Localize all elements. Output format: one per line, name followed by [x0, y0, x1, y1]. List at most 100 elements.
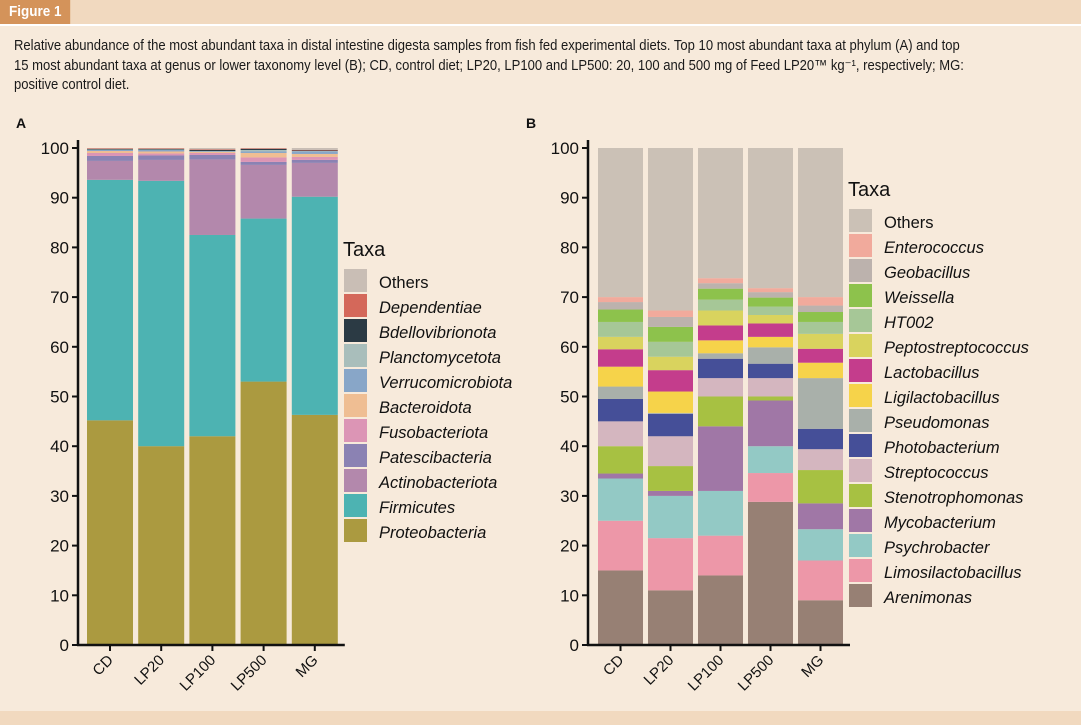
legend-label: Arenimonas	[883, 589, 972, 607]
bar-segment	[189, 234, 236, 437]
legend-swatch	[344, 319, 367, 342]
bar-segment	[748, 297, 793, 307]
bar-segment	[240, 149, 287, 152]
bar-segment	[598, 478, 643, 521]
legend-swatch	[344, 294, 367, 317]
bar-segment	[798, 362, 843, 379]
bar-segment	[598, 398, 643, 422]
y-tick-label: 30	[50, 487, 69, 506]
legend-label: Weissella	[884, 289, 954, 307]
legend-item: Patescibacteria	[344, 444, 492, 467]
legend-item: HT002	[849, 309, 934, 332]
legend-swatch	[849, 584, 872, 607]
bar-segment	[598, 570, 643, 645]
y-tick-label: 30	[560, 487, 579, 506]
bar-segment	[798, 297, 843, 306]
bar-segment	[240, 152, 287, 158]
legend-item: Dependentiae	[344, 294, 482, 317]
bar-segment	[798, 449, 843, 471]
caption-line: positive control diet.	[14, 77, 130, 93]
figure-header-bar	[0, 0, 1081, 24]
y-tick-label: 40	[50, 437, 69, 456]
y-tick-label: 20	[50, 537, 69, 556]
x-tick-label: LP500	[228, 652, 271, 695]
legend-item: Planctomycetota	[344, 344, 501, 367]
legend-label: Psychrobacter	[884, 539, 991, 557]
y-tick-label: 0	[570, 636, 579, 655]
bar-segment	[648, 326, 693, 342]
bar-segment	[748, 314, 793, 324]
legend-label: Limosilactobacillus	[884, 564, 1022, 582]
bar-segment	[698, 325, 743, 341]
bar-segment	[189, 152, 236, 155]
y-tick-label: 10	[50, 586, 69, 605]
bar-segment	[798, 312, 843, 322]
legend-swatch	[344, 394, 367, 417]
legend-label: HT002	[884, 314, 934, 332]
bar-segment	[748, 396, 793, 401]
legend-swatch	[849, 359, 872, 382]
legend-label: Proteobacteria	[379, 524, 486, 542]
caption-line: Relative abundance of the most abundant …	[14, 38, 960, 54]
legend-item: Enterococcus	[849, 234, 984, 257]
bar-segment	[598, 336, 643, 350]
bar-segment	[648, 495, 693, 539]
bar-segment	[291, 153, 338, 157]
x-tick-label: MG	[798, 652, 827, 681]
legend-swatch	[344, 444, 367, 467]
legend-swatch	[849, 409, 872, 432]
legend-item: Streptococcus	[849, 459, 989, 482]
y-tick-label: 0	[60, 636, 69, 655]
legend-swatch	[849, 334, 872, 357]
y-tick-label: 60	[560, 338, 579, 357]
bar-segment	[87, 179, 133, 421]
legend-swatch	[344, 419, 367, 442]
caption-line: 15 most abundant taxa at genus or lower …	[14, 57, 964, 74]
legend-label: Others	[379, 274, 429, 292]
x-tick-label: LP500	[735, 652, 778, 695]
legend-label: Verrucomicrobiota	[379, 374, 512, 392]
bar-segment	[87, 150, 133, 153]
legend-label: Bdellovibrionota	[379, 324, 496, 342]
bar-segment	[598, 520, 643, 571]
header-divider	[0, 24, 1081, 26]
y-tick-label: 80	[50, 238, 69, 257]
bar-segment	[138, 149, 185, 152]
bar-segment	[138, 155, 185, 160]
legend-label: Photobacterium	[884, 439, 1000, 457]
legend-item: Stenotrophomonas	[849, 484, 1023, 507]
bar-segment	[138, 153, 185, 156]
bar-segment	[748, 306, 793, 315]
legend-title: Taxa	[343, 239, 386, 261]
bar-segment	[748, 501, 793, 645]
legend-swatch	[849, 484, 872, 507]
y-tick-label: 20	[560, 537, 579, 556]
bar-segment	[698, 299, 743, 311]
bar-segment	[598, 421, 643, 447]
bar-segment	[698, 353, 743, 359]
bar-segment	[748, 288, 793, 293]
bar-segment	[87, 152, 133, 156]
bar-segment	[798, 333, 843, 349]
bar-segment	[648, 148, 693, 311]
legend-swatch	[344, 344, 367, 367]
bar-segment	[798, 321, 843, 334]
legend-item: Actinobacteriota	[344, 469, 497, 492]
legend: Taxa Others Enterococcus Geobacillus Weissel…	[848, 179, 1029, 607]
bar-segment	[291, 162, 338, 197]
legend-label: Firmicutes	[379, 499, 455, 517]
bar-segment	[138, 151, 185, 154]
y-tick-label: 80	[560, 238, 579, 257]
legend-item: Bdellovibrionota	[344, 319, 496, 342]
bar-segment	[291, 148, 338, 150]
legend-title: Taxa	[848, 179, 891, 201]
bar-segment	[798, 378, 843, 429]
bar-segment	[698, 148, 743, 279]
x-tick-label: MG	[293, 652, 322, 681]
bar-segment	[798, 348, 843, 363]
legend-swatch	[344, 469, 367, 492]
bar-segment	[748, 446, 793, 474]
legend-item: Others	[344, 269, 429, 292]
x-tick-label: CD	[89, 652, 116, 679]
bar-segment	[189, 148, 236, 150]
